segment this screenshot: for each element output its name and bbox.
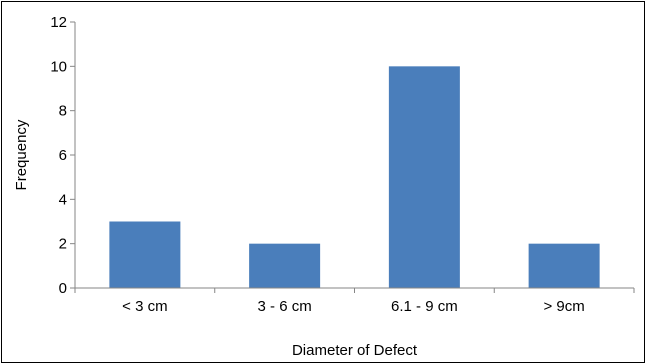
x-tick-label: < 3 cm	[122, 298, 167, 315]
x-axis-ticks: < 3 cm 3 - 6 cm 6.1 - 9 cm > 9cm	[74, 288, 635, 315]
y-tick-label: 4	[59, 191, 67, 208]
y-axis-title: Frequency	[13, 119, 30, 190]
y-axis-ticks: 0 2 4 6 8 10 12	[50, 14, 75, 297]
y-tick-label: 6	[59, 147, 67, 164]
bar	[249, 243, 321, 288]
y-tick-label: 12	[50, 14, 67, 31]
bar	[109, 221, 181, 288]
bar	[528, 243, 600, 288]
y-tick-label: 0	[59, 280, 67, 297]
x-tick-label: > 9cm	[543, 298, 584, 315]
x-tick-label: 3 - 6 cm	[258, 298, 312, 315]
y-tick-label: 8	[59, 103, 67, 120]
y-tick-label: 10	[50, 58, 67, 75]
y-tick-label: 2	[59, 236, 67, 253]
bars	[109, 66, 600, 288]
x-tick-label: 6.1 - 9 cm	[391, 298, 458, 315]
bar	[388, 66, 460, 288]
x-axis-title: Diameter of Defect	[292, 342, 418, 359]
